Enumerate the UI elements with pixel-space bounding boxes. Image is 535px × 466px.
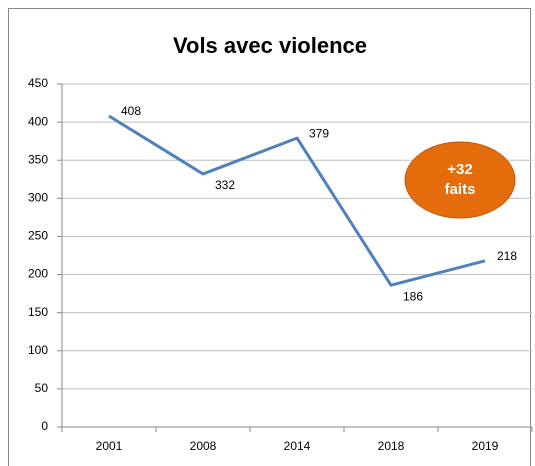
y-tick-label: 200 [28, 267, 48, 281]
annotation-bubble [404, 141, 516, 219]
y-tick-label: 150 [28, 305, 48, 319]
chart-frame [8, 8, 531, 466]
y-tick-label: 0 [41, 419, 48, 433]
data-label: 408 [121, 104, 141, 118]
data-label: 379 [309, 126, 329, 140]
y-tick-label: 100 [28, 343, 48, 357]
data-label: 186 [403, 289, 423, 303]
annotation-text: faits [445, 181, 476, 198]
data-label: 332 [215, 178, 235, 192]
y-tick-label: 300 [28, 191, 48, 205]
annotation-text: +32 [447, 161, 472, 178]
x-tick-label: 2019 [472, 439, 499, 453]
y-tick-label: 350 [28, 152, 48, 166]
y-tick-label: 400 [28, 114, 48, 128]
line-series [108, 114, 486, 287]
x-tick-label: 2001 [96, 439, 123, 453]
x-tick-label: 2018 [378, 439, 405, 453]
data-label: 218 [497, 249, 517, 263]
y-tick-label: 50 [35, 381, 49, 395]
x-tick-label: 2014 [284, 439, 311, 453]
chart-title: Vols avec violence [173, 33, 367, 58]
x-tick-label: 2008 [190, 439, 217, 453]
y-tick-label: 250 [28, 229, 48, 243]
y-tick-label: 450 [28, 76, 48, 90]
